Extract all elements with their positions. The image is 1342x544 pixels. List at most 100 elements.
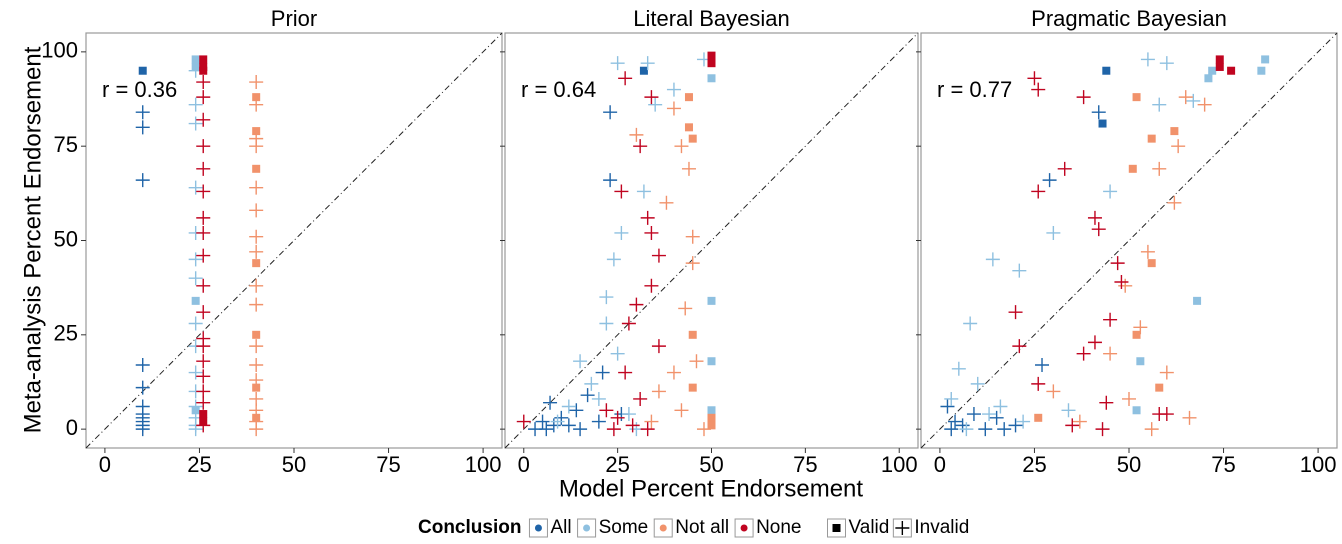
point xyxy=(832,524,841,532)
point xyxy=(249,139,264,154)
point xyxy=(688,134,697,143)
point xyxy=(1035,358,1050,372)
point xyxy=(539,422,554,437)
point xyxy=(1178,90,1193,105)
legend-label: Not all xyxy=(675,517,729,538)
point xyxy=(633,139,648,154)
point xyxy=(1031,376,1046,391)
point xyxy=(196,90,211,105)
point xyxy=(1215,62,1224,71)
point xyxy=(249,358,264,372)
point xyxy=(1072,414,1087,429)
point xyxy=(1031,82,1046,97)
point xyxy=(610,346,625,361)
point xyxy=(252,164,261,173)
point xyxy=(1065,418,1080,433)
point xyxy=(1103,184,1118,199)
point xyxy=(584,376,599,391)
point xyxy=(1095,422,1110,437)
x-tick-label: 25 xyxy=(605,452,629,477)
point xyxy=(249,244,264,259)
point xyxy=(966,407,981,422)
x-tick-label: 75 xyxy=(376,452,400,477)
point xyxy=(685,256,700,271)
point xyxy=(707,296,716,305)
point xyxy=(138,66,147,75)
point xyxy=(1152,97,1167,112)
point xyxy=(199,66,208,75)
point xyxy=(951,361,966,376)
point xyxy=(621,316,636,331)
point xyxy=(1159,407,1174,422)
point xyxy=(196,210,211,225)
point xyxy=(1110,256,1125,271)
legend-item: Not all xyxy=(653,517,729,538)
point xyxy=(1057,161,1072,176)
panel-title: Literal Bayesian xyxy=(633,6,790,31)
point xyxy=(135,380,150,395)
point xyxy=(252,93,261,102)
point xyxy=(1102,66,1111,75)
x-tick-label: 0 xyxy=(934,452,946,477)
point xyxy=(644,278,659,293)
point xyxy=(640,56,655,71)
point xyxy=(1227,66,1236,75)
point xyxy=(1091,105,1106,120)
point xyxy=(1204,74,1213,83)
point xyxy=(684,93,693,102)
point xyxy=(1016,414,1031,429)
legend-label: Invalid xyxy=(914,517,969,538)
point xyxy=(599,290,614,305)
point xyxy=(985,252,1000,267)
point xyxy=(252,330,261,339)
point xyxy=(1087,335,1102,350)
point xyxy=(603,105,618,120)
point xyxy=(610,56,625,71)
point xyxy=(599,316,614,331)
point xyxy=(614,184,629,199)
legend-dot xyxy=(583,524,591,532)
x-tick-label: 100 xyxy=(1300,452,1337,477)
point xyxy=(1136,357,1145,366)
point xyxy=(135,358,150,372)
correlation-annotation: r = 0.64 xyxy=(521,77,596,102)
legend-label: All xyxy=(550,517,571,538)
point xyxy=(546,418,561,433)
point xyxy=(595,365,610,380)
point xyxy=(196,395,211,410)
point xyxy=(1061,403,1076,418)
point xyxy=(640,210,655,225)
point xyxy=(629,297,644,312)
panel-title: Pragmatic Bayesian xyxy=(1031,6,1227,31)
point xyxy=(1215,55,1224,64)
legend-title: Conclusion xyxy=(418,517,521,538)
x-tick-label: 50 xyxy=(699,452,723,477)
point xyxy=(1076,346,1091,361)
point xyxy=(1076,90,1091,105)
point xyxy=(674,139,689,154)
point xyxy=(606,422,621,437)
point xyxy=(196,339,211,354)
point xyxy=(591,414,606,429)
point xyxy=(651,384,666,399)
x-tick-label: 50 xyxy=(1117,452,1141,477)
point xyxy=(1147,259,1156,268)
point xyxy=(681,161,696,176)
point xyxy=(651,248,666,263)
point xyxy=(639,66,648,75)
legend-item: Invalid xyxy=(892,517,969,538)
point xyxy=(1133,320,1148,335)
point xyxy=(707,421,716,430)
x-tick-label: 0 xyxy=(518,452,530,477)
point xyxy=(516,414,531,429)
point xyxy=(1122,391,1136,406)
point xyxy=(1103,312,1118,327)
point xyxy=(561,399,576,414)
y-tick-label: 25 xyxy=(54,321,78,346)
point xyxy=(1257,66,1266,75)
point xyxy=(135,120,150,135)
point xyxy=(944,391,959,406)
legend-item: None xyxy=(734,517,802,538)
point xyxy=(1012,339,1027,354)
point xyxy=(674,403,689,418)
